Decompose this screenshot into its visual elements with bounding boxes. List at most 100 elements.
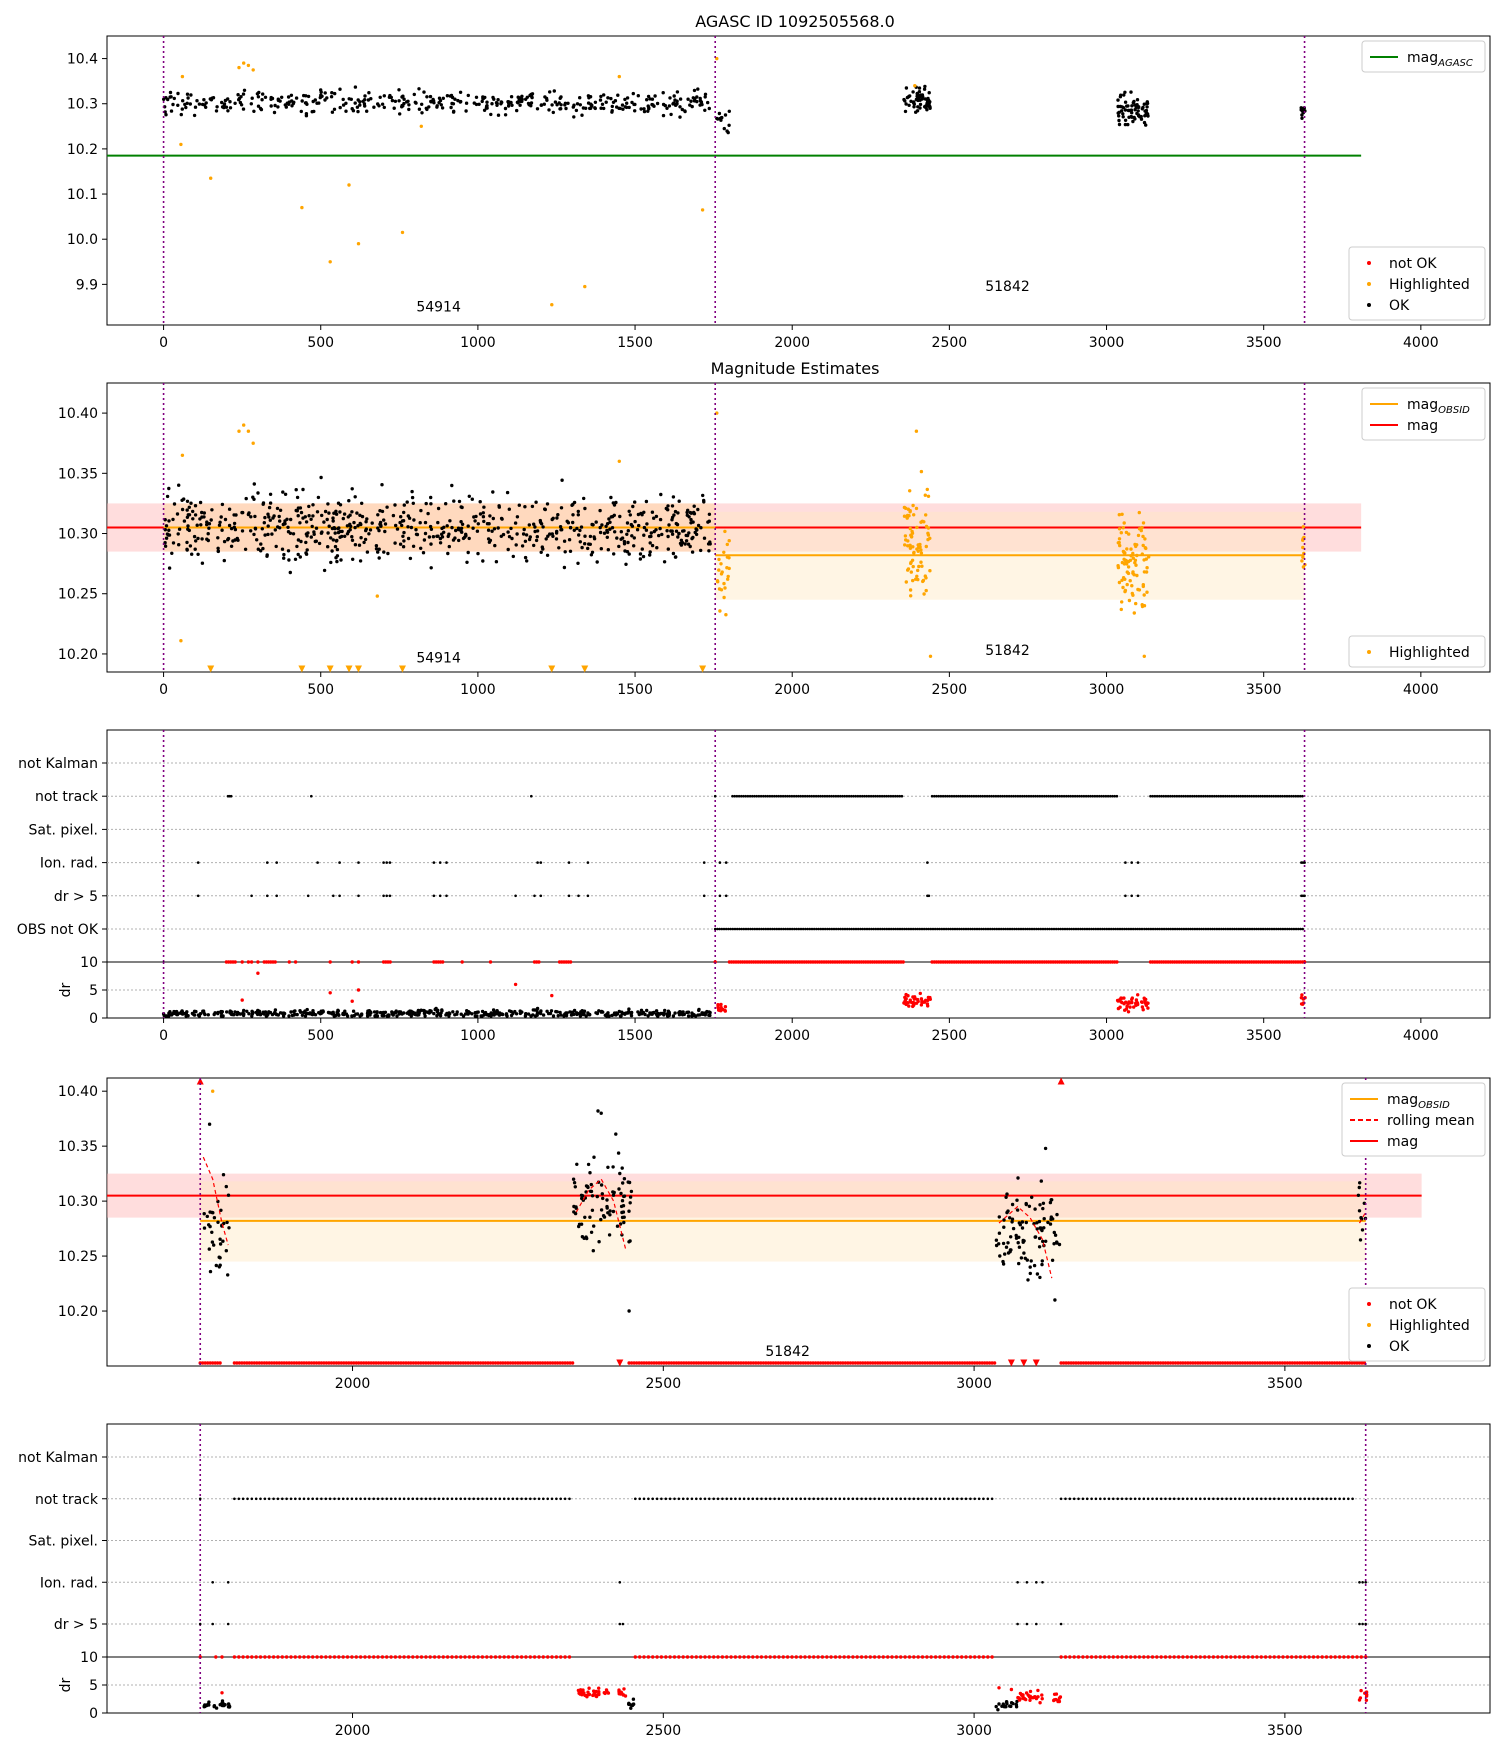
clipped-dr-point bbox=[1189, 1655, 1194, 1659]
flag-point bbox=[333, 1497, 336, 1501]
dr-point-OK bbox=[432, 1011, 436, 1016]
point-OK bbox=[619, 1191, 623, 1196]
point-OK bbox=[221, 1173, 226, 1177]
flag-point bbox=[1329, 1497, 1333, 1501]
point-Highlighted bbox=[1300, 559, 1304, 563]
clipped-not-ok-point bbox=[558, 1361, 562, 1365]
clipped-not-ok-point bbox=[900, 1361, 905, 1365]
point-OK bbox=[299, 539, 303, 544]
flag-point bbox=[828, 927, 831, 931]
clipped-dr-point bbox=[668, 1655, 672, 1659]
point-OK bbox=[598, 508, 602, 513]
flag-point bbox=[883, 794, 886, 798]
point-OK bbox=[588, 1171, 592, 1175]
flag-point bbox=[1220, 1497, 1224, 1501]
clipped-not-ok-point bbox=[260, 1361, 264, 1365]
flag-point bbox=[724, 894, 728, 898]
flag-point bbox=[1113, 794, 1116, 798]
point-OK bbox=[331, 516, 335, 520]
point-Highlighted bbox=[903, 543, 907, 547]
point-OK bbox=[1141, 105, 1145, 110]
clipped-dr-point bbox=[1198, 1655, 1203, 1659]
dr-point-not OK bbox=[1018, 1697, 1022, 1701]
point-OK bbox=[997, 1215, 1001, 1219]
point-Highlighted bbox=[1142, 604, 1147, 608]
flag-point bbox=[1109, 927, 1113, 931]
point-OK bbox=[361, 99, 365, 104]
flag-point bbox=[898, 927, 902, 931]
clipped-not-ok-point bbox=[891, 1361, 895, 1365]
dr-point-not OK bbox=[719, 1002, 723, 1007]
point-OK bbox=[1121, 115, 1125, 119]
dr-point-OK bbox=[299, 1010, 303, 1014]
point-OK bbox=[1040, 1262, 1044, 1267]
clipped-not-ok-point bbox=[257, 1361, 261, 1365]
flag-point bbox=[1039, 927, 1043, 931]
point-Highlighted bbox=[1141, 534, 1145, 539]
flag-point bbox=[725, 1497, 728, 1501]
flag-point bbox=[1199, 1497, 1202, 1501]
point-OK bbox=[589, 553, 594, 557]
point-OK bbox=[605, 535, 609, 539]
point-OK bbox=[171, 541, 176, 545]
clipped-dr-point bbox=[271, 1655, 276, 1659]
point-OK bbox=[431, 535, 436, 539]
legend-box bbox=[1361, 387, 1486, 441]
flag-point bbox=[808, 1497, 811, 1501]
point-OK bbox=[644, 499, 649, 504]
dr-point-OK bbox=[497, 1012, 502, 1017]
flag-point bbox=[1277, 927, 1280, 931]
x-tick-label: 3500 bbox=[1267, 1376, 1303, 1392]
point-OK bbox=[506, 530, 510, 534]
point-OK bbox=[372, 105, 376, 109]
clipped-dr-point bbox=[951, 1655, 955, 1659]
flag-point bbox=[755, 927, 759, 931]
point-OK bbox=[330, 110, 335, 114]
point-OK bbox=[210, 508, 214, 512]
clipped-dr-point bbox=[450, 1655, 454, 1659]
flag-point bbox=[1164, 1497, 1167, 1501]
point-OK bbox=[169, 109, 174, 113]
clipped-dr-point bbox=[276, 1655, 280, 1659]
point-OK bbox=[580, 1194, 585, 1198]
flag-point bbox=[542, 1497, 545, 1501]
point-OK bbox=[912, 105, 916, 109]
point-OK bbox=[540, 545, 544, 549]
clipped-dr-point bbox=[955, 1655, 959, 1659]
point-OK bbox=[703, 108, 707, 113]
point-OK bbox=[667, 523, 671, 527]
point-OK bbox=[644, 528, 649, 532]
dr-point-OK bbox=[257, 1009, 261, 1013]
flag-point bbox=[792, 794, 796, 798]
point-OK bbox=[1357, 1209, 1362, 1213]
dr-point-OK bbox=[504, 1013, 509, 1017]
clipped-not-ok-point bbox=[992, 1361, 997, 1365]
dr-point-OK bbox=[627, 1702, 631, 1707]
point-OK bbox=[632, 102, 636, 107]
clipped-dr-point bbox=[1294, 1655, 1298, 1659]
flag-point bbox=[1057, 927, 1060, 931]
clipped-dr-point bbox=[1320, 1655, 1324, 1659]
dr-point-OK bbox=[476, 1010, 480, 1014]
clipped-not-ok-point bbox=[746, 1361, 751, 1365]
clipped-not-ok-point bbox=[1290, 1361, 1295, 1365]
clipped-not-ok-point bbox=[823, 1361, 828, 1365]
dr-point-OK bbox=[623, 1011, 627, 1016]
point-OK bbox=[208, 1269, 213, 1274]
flag-point bbox=[198, 1497, 202, 1501]
flag-point bbox=[275, 894, 279, 898]
point-OK bbox=[692, 88, 697, 93]
point-OK bbox=[318, 95, 322, 100]
flag-point bbox=[586, 894, 590, 898]
flag-point bbox=[804, 927, 807, 931]
point-OK bbox=[698, 99, 703, 103]
point-OK bbox=[599, 1217, 603, 1222]
point-Highlighted bbox=[237, 429, 241, 433]
point-OK bbox=[330, 91, 334, 95]
clipped-not-ok-point bbox=[776, 1361, 780, 1365]
point-OK bbox=[521, 532, 526, 536]
flag-point bbox=[856, 794, 860, 798]
clipped-dr-point bbox=[929, 1655, 933, 1659]
dr-point-not OK bbox=[1126, 1002, 1130, 1006]
point-Highlighted bbox=[251, 441, 255, 445]
